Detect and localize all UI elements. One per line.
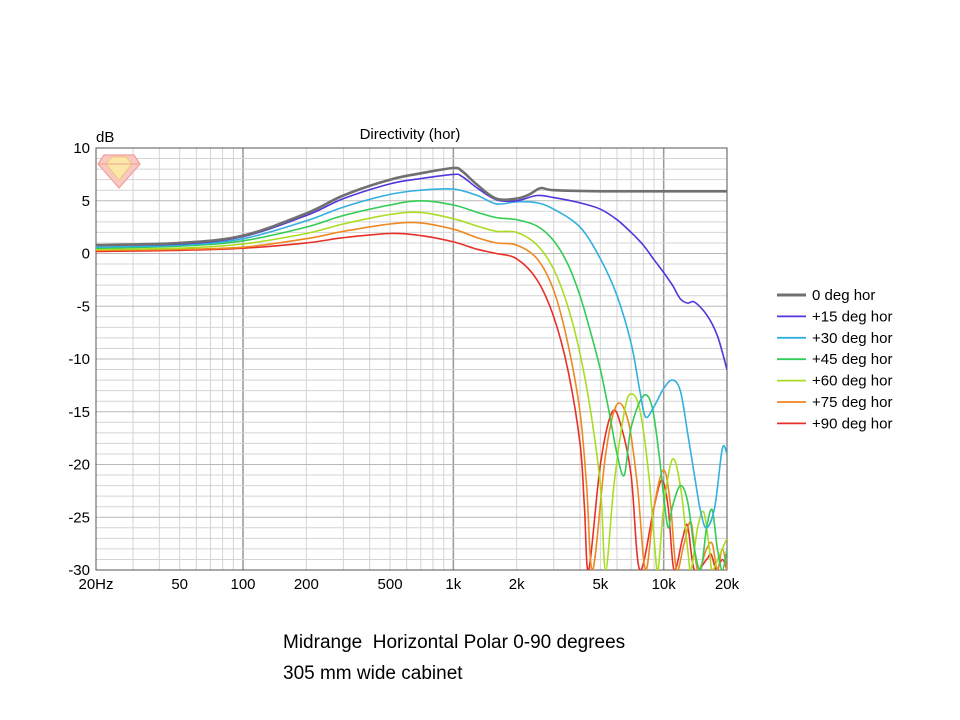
y-tick-label: 0	[82, 246, 90, 263]
legend-label: +15 deg hor	[812, 308, 893, 325]
legend-label: +90 deg hor	[812, 415, 893, 432]
series-line-15-deg-hor	[96, 173, 727, 370]
series-line-90-deg-hor	[96, 232, 727, 570]
series-line-30-deg-hor	[96, 188, 727, 529]
x-tick-label: 100	[231, 576, 256, 593]
y-tick-label: -5	[77, 298, 90, 315]
series-layer	[96, 166, 727, 570]
plot-area-border	[95, 147, 728, 571]
x-tick-label: 20k	[715, 576, 740, 593]
caption-line-2: 305 mm wide cabinet	[283, 663, 463, 684]
y-tick-label: -10	[68, 351, 90, 368]
legend-label: +75 deg hor	[812, 394, 893, 411]
y-tick-label: -30	[68, 562, 90, 579]
chart-grid	[96, 147, 727, 571]
gem-logo-icon	[97, 154, 141, 189]
chart-title: Directivity (hor)	[360, 126, 461, 143]
caption-line-1: Midrange Horizontal Polar 0-90 degrees	[283, 632, 626, 653]
y-tick-label: -25	[68, 509, 90, 526]
x-tick-label: 1k	[445, 576, 461, 593]
y-tick-label: -15	[68, 404, 90, 421]
legend-label: +60 deg hor	[812, 373, 893, 390]
x-tick-label: 20Hz	[78, 576, 113, 593]
x-tick-label: 50	[171, 576, 188, 593]
legend-label: +45 deg hor	[812, 351, 893, 368]
x-tick-label: 2k	[509, 576, 525, 593]
y-tick-label: 5	[82, 193, 90, 210]
legend-label: +30 deg hor	[812, 330, 893, 347]
x-axis-ticks: 20Hz 50 100 200 500 1k 2k 5k 10k 20k	[78, 576, 739, 593]
y-axis-unit-label: dB	[96, 129, 114, 146]
x-tick-label: 10k	[652, 576, 677, 593]
y-tick-label: 10	[73, 140, 90, 157]
series-line-45-deg-hor	[96, 200, 727, 570]
x-tick-label: 200	[294, 576, 319, 593]
series-line-75-deg-hor	[96, 221, 727, 570]
series-line-60-deg-hor	[96, 211, 727, 570]
legend-label: 0 deg hor	[812, 287, 875, 304]
y-axis-ticks: 10 5 0 -5 -10 -15 -20 -25 -30	[68, 140, 90, 579]
chart-legend: 0 deg hor +15 deg hor +30 deg hor +45 deg h…	[777, 287, 893, 432]
x-tick-label: 500	[378, 576, 403, 593]
y-tick-label: -20	[68, 457, 90, 474]
x-tick-label: 5k	[592, 576, 608, 593]
series-line-0-deg-hor	[96, 166, 727, 247]
